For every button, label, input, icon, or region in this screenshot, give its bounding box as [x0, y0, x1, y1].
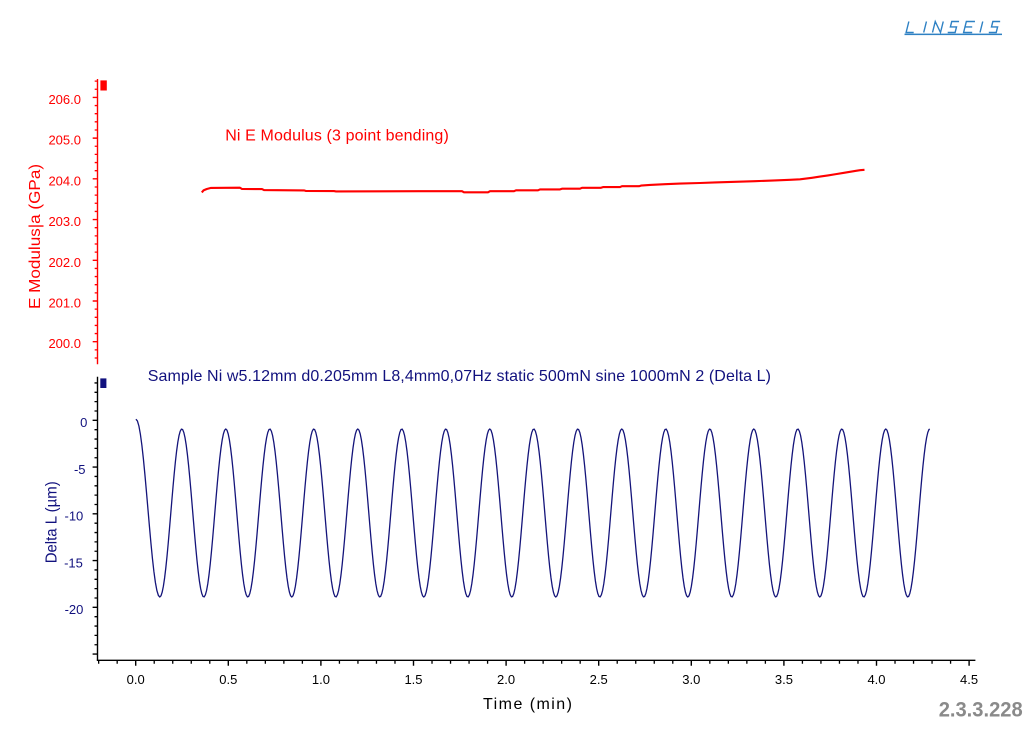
svg-text:0.0: 0.0 — [127, 672, 145, 687]
svg-text:Sample Ni w5.12mm d0.205mm L8,: Sample Ni w5.12mm d0.205mm L8,4mm0,07Hz … — [148, 368, 771, 385]
svg-text:2.5: 2.5 — [590, 672, 608, 687]
svg-text:200.0: 200.0 — [48, 336, 81, 351]
svg-text:2.3.3.228: 2.3.3.228 — [939, 697, 1023, 721]
svg-text:3.0: 3.0 — [682, 672, 700, 687]
svg-text:Ni E Modulus (3 point bending): Ni E Modulus (3 point bending) — [225, 128, 449, 145]
svg-text:-5: -5 — [74, 462, 86, 477]
svg-text:203.0: 203.0 — [48, 214, 81, 229]
svg-text:3.5: 3.5 — [775, 672, 793, 687]
svg-text:201.0: 201.0 — [48, 296, 81, 311]
svg-text:2.0: 2.0 — [497, 672, 515, 687]
svg-text:E Modulus|a (GPa): E Modulus|a (GPa) — [27, 164, 44, 309]
svg-text:-15: -15 — [64, 555, 83, 570]
svg-text:-10: -10 — [65, 509, 84, 524]
svg-text:4.0: 4.0 — [867, 672, 885, 687]
svg-text:-20: -20 — [65, 602, 84, 617]
svg-text:Time (min): Time (min) — [483, 696, 572, 713]
svg-text:0.5: 0.5 — [219, 672, 237, 687]
svg-text:4.5: 4.5 — [960, 672, 978, 687]
svg-text:205.0: 205.0 — [48, 133, 81, 148]
svg-text:206.0: 206.0 — [48, 92, 81, 107]
svg-text:0: 0 — [80, 415, 87, 430]
svg-text:Delta L (µm): Delta L (µm) — [44, 481, 61, 563]
svg-text:1.0: 1.0 — [312, 672, 330, 687]
svg-text:202.0: 202.0 — [48, 255, 81, 270]
svg-text:1.5: 1.5 — [404, 672, 422, 687]
svg-text:204.0: 204.0 — [48, 173, 81, 188]
